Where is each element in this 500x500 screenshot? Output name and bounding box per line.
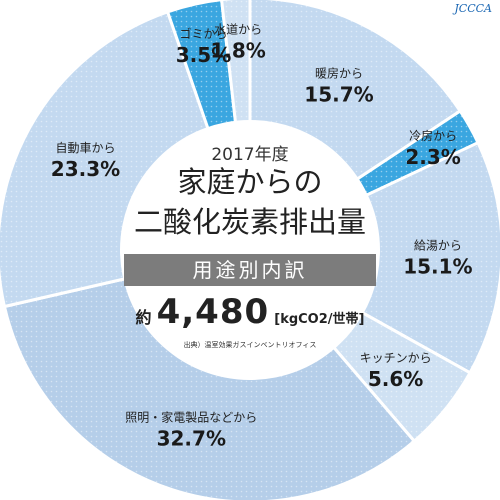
slice-7-value: 3.5% <box>176 43 231 67</box>
slice-6-label: 自動車から <box>55 141 115 155</box>
jccca-logo: JCCCA <box>454 2 492 15</box>
slice-8-label: 水道から <box>214 22 262 36</box>
slice-5-value: 32.7% <box>157 427 226 451</box>
slice-4-value: 5.6% <box>368 367 423 391</box>
slice-1-label: 暖房から <box>315 65 363 80</box>
center-disc <box>120 120 380 380</box>
slice-2-label: 冷房から <box>409 128 457 143</box>
slice-3-label: 給湯から <box>414 239 462 253</box>
slice-4-label: キッチンから <box>360 351 432 365</box>
slice-5-texture <box>4 250 415 500</box>
slice-1-value: 15.7% <box>304 82 373 106</box>
slice-5-label: 照明・家電製品などから <box>125 410 257 425</box>
slice-6-value: 23.3% <box>51 157 120 181</box>
slice-7-label: ゴミから <box>179 26 227 41</box>
slice-8-value: 1.8% <box>210 38 265 62</box>
slice-2-value: 2.3% <box>405 145 460 169</box>
slice-3-value: 15.1% <box>403 255 472 279</box>
